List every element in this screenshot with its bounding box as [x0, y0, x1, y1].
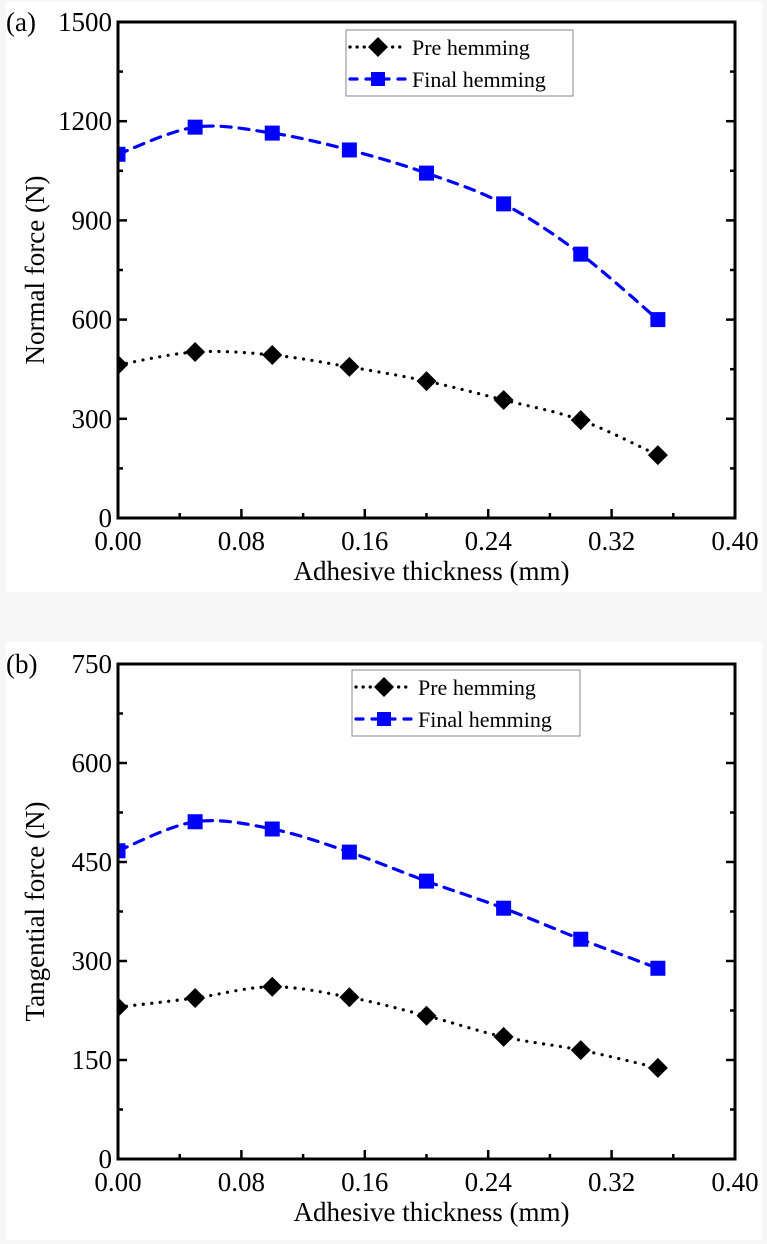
- x-tick-label: 0.16: [341, 526, 388, 556]
- x-tick-label: 0.16: [341, 1167, 388, 1197]
- x-tick-label: 0.40: [711, 526, 758, 556]
- series-line-final-hemming: [116, 124, 660, 322]
- chart-panel-a: 0 300 600 900 1200 1500 0.00 0.08 0.16 0.24 0.32 0.…: [6, 2, 762, 592]
- data-point-final-hemming: [264, 125, 280, 141]
- x-tick-label: 0.08: [218, 526, 265, 556]
- data-point-final-hemming: [496, 196, 512, 212]
- data-point-final-hemming: [187, 119, 203, 135]
- y-tick-label: 900: [72, 205, 113, 235]
- data-point-final-hemming: [341, 844, 357, 860]
- x-axis-label: Adhesive thickness (mm): [294, 556, 570, 586]
- chart-panel-b: 0 150 300 450 600 750 0.00 0.08 0.16 0.24 0.32 0.40…: [6, 642, 762, 1240]
- data-point-final-hemming: [650, 312, 666, 328]
- legend-label: Pre hemming: [418, 675, 536, 700]
- data-point-pre-hemming: [185, 987, 206, 1008]
- data-point-final-hemming: [496, 900, 512, 916]
- data-point-final-hemming: [573, 931, 589, 947]
- y-tick-label: 150: [72, 1045, 113, 1075]
- y-tick-label: 1500: [58, 7, 112, 37]
- data-point-final-hemming: [187, 814, 203, 830]
- y-tick-label: 300: [72, 404, 113, 434]
- legend-label: Final hemming: [418, 707, 552, 732]
- data-point-pre-hemming: [262, 976, 283, 997]
- data-point-final-hemming: [650, 960, 666, 976]
- plot-frame: [116, 662, 737, 1161]
- y-tick-label: 300: [72, 946, 113, 976]
- y-axis-label: Normal force (N): [20, 176, 50, 365]
- panel-label: (b): [6, 649, 37, 679]
- x-tick-label: 0.24: [465, 526, 513, 556]
- y-tick-label: 450: [72, 847, 113, 877]
- x-tick-label: 0.24: [465, 1167, 513, 1197]
- data-point-pre-hemming: [262, 344, 283, 365]
- y-tick-label: 750: [72, 649, 113, 679]
- data-point-final-hemming: [341, 142, 357, 158]
- data-point-final-hemming: [573, 246, 589, 262]
- y-tick-label: 0: [99, 1144, 113, 1174]
- legend-label: Final hemming: [412, 67, 546, 92]
- legend-label: Pre hemming: [412, 35, 530, 60]
- data-point-final-hemming: [264, 821, 280, 837]
- normal-force-chart: 0 300 600 900 1200 1500 0.00 0.08 0.16 0.24 0.32 0.…: [6, 7, 759, 586]
- y-tick-label: 600: [72, 305, 113, 335]
- legend-marker-diamond: [374, 677, 394, 697]
- data-point-pre-hemming: [570, 410, 591, 431]
- left-margin-mask: [6, 660, 117, 1163]
- left-margin-mask: [6, 18, 117, 522]
- x-axis-label: Adhesive thickness (mm): [294, 1197, 570, 1227]
- y-tick-label: 0: [99, 503, 113, 533]
- tangential-force-chart: 0 150 300 450 600 750 0.00 0.08 0.16 0.24 0.32 0.40…: [6, 649, 759, 1227]
- legend-marker-square: [377, 712, 391, 726]
- data-point-final-hemming: [419, 165, 434, 181]
- data-point-pre-hemming: [647, 1057, 668, 1078]
- x-tick-label: 0.32: [588, 1167, 635, 1197]
- data-point-pre-hemming: [493, 1026, 514, 1047]
- data-point-pre-hemming: [570, 1040, 591, 1061]
- y-tick-label: 1200: [58, 106, 112, 136]
- x-tick-label: 0.00: [94, 1167, 141, 1197]
- data-point-pre-hemming: [185, 342, 206, 363]
- data-point-pre-hemming: [339, 987, 360, 1008]
- y-axis-label: Tangential force (N): [20, 802, 50, 1022]
- x-tick-label: 0.32: [588, 526, 635, 556]
- y-tick-label: 600: [72, 748, 113, 778]
- series-line-pre-hemming: [116, 349, 660, 457]
- x-tick-label: 0.08: [218, 1167, 265, 1197]
- x-tick-label: 0.40: [711, 1167, 758, 1197]
- data-point-pre-hemming: [416, 1005, 437, 1026]
- legend-marker-diamond: [368, 37, 388, 57]
- panel-label: (a): [6, 7, 36, 37]
- data-point-pre-hemming: [416, 371, 437, 392]
- data-point-pre-hemming: [493, 389, 514, 410]
- data-point-pre-hemming: [339, 356, 360, 377]
- series-line-final-hemming: [116, 819, 660, 970]
- legend-marker-square: [371, 72, 385, 86]
- x-tick-label: 0.00: [94, 526, 141, 556]
- data-point-pre-hemming: [647, 445, 668, 466]
- data-point-final-hemming: [419, 873, 434, 889]
